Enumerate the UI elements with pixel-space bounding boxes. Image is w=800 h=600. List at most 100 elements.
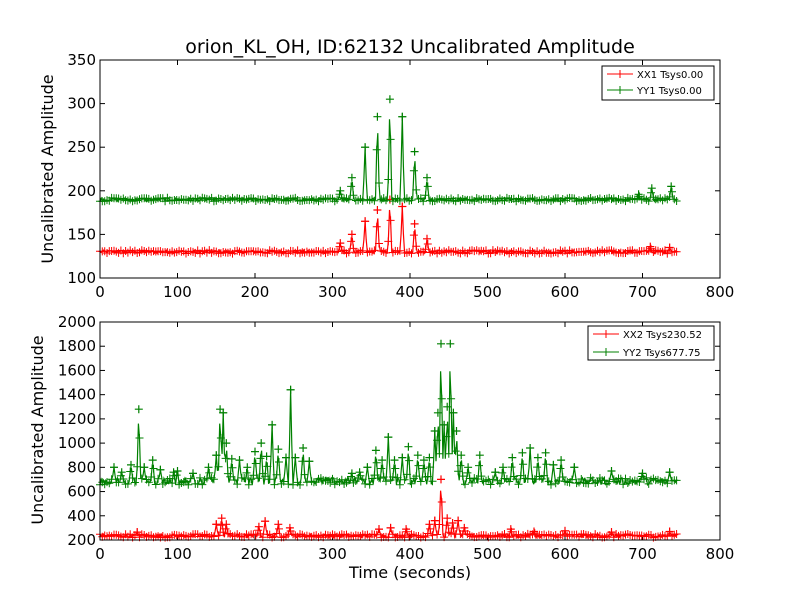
series-markers-yy2 [96,339,681,489]
data-point-yy2 [412,472,421,481]
legend-label-yy1: YY1 Tsys0.00 [636,86,702,97]
peak-point-yy2 [173,467,182,475]
peak-point-yy2 [464,463,473,472]
data-point-yy2 [130,478,139,487]
legend-marker-yy2 [602,348,610,356]
peak-point-yy2 [134,405,143,414]
data-point-yy2 [488,475,497,484]
data-point-yy2 [256,454,265,463]
data-point-yy2 [263,462,272,471]
top-plot-area [96,95,681,258]
data-point-yy1 [333,195,342,204]
data-point-xx1 [370,246,379,255]
legend-marker-xx2 [602,330,610,338]
data-point-yy2 [663,479,672,488]
peak-point-xx2 [561,526,569,535]
data-point-yy2 [270,480,279,489]
data-point-yy2 [202,474,211,483]
bottom-plot-area [96,339,681,542]
peak-point-xx2 [530,527,538,536]
bottom-y-axis-label: Uncalibrated Amplitude [28,335,47,524]
data-point-yy2 [437,394,446,403]
data-point-xx1 [372,222,381,231]
data-point-yy2 [391,464,400,473]
data-point-yy1 [384,175,393,184]
data-point-yy2 [300,470,309,479]
data-point-yy2 [416,477,425,486]
peak-point-yy2 [384,433,393,442]
data-point-yy2 [621,474,630,483]
peak-point-xx2 [460,523,469,532]
peak-point-yy2 [549,460,558,469]
data-point-yy2 [337,475,346,484]
data-point-yy2 [454,467,463,476]
data-point-xx2 [433,530,442,539]
top-axis-ticks: 0 100 200 300 400 500 600 700 800100150200250300… [67,51,734,301]
data-point-yy1 [375,179,383,187]
peak-point-xx2 [607,528,616,537]
data-point-xx2 [423,529,432,538]
data-point-xx1 [423,240,432,248]
legend-marker-yy1 [616,86,624,94]
peak-point-xx2 [254,522,263,531]
bottom-x-tick-label: 100 [163,545,192,563]
data-point-yy2 [126,467,135,476]
peak-point-yy1 [423,173,431,182]
peak-point-yy2 [398,453,407,462]
legend-label-yy2: YY2 Tsys677.75 [622,348,701,359]
data-point-yy2 [265,475,274,484]
data-point-yy2 [402,470,411,479]
peak-point-xx2 [443,514,452,523]
data-point-yy2 [442,432,451,441]
peak-point-yy2 [404,442,413,451]
data-point-yy2 [242,468,251,477]
data-point-yy2 [154,474,163,483]
peak-point-yy2 [541,448,550,457]
data-point-yy2 [514,480,523,489]
data-point-xx1 [412,242,421,251]
peak-point-yy1 [634,190,643,199]
peak-point-yy1 [373,112,382,121]
peak-point-yy2 [222,439,231,448]
peak-point-xx2 [430,516,439,525]
data-point-yy2 [486,480,495,489]
peak-point-yy2 [443,402,452,411]
peak-point-yy2 [419,456,428,465]
data-point-yy2 [216,434,225,442]
data-point-yy2 [244,480,253,489]
data-point-yy2 [419,464,428,473]
peak-point-xx2 [437,475,445,484]
peak-point-yy2 [437,339,445,348]
data-point-yy2 [147,473,156,481]
data-point-yy2 [379,473,388,481]
peak-point-yy2 [148,456,157,465]
bottom-x-tick-label: 200 [241,545,270,563]
data-point-yy2 [530,475,539,484]
bottom-y-tick-label: 1200 [58,410,96,428]
peak-point-xx2 [222,520,231,529]
peak-point-xx2 [454,516,463,525]
data-point-xx2 [251,531,260,540]
top-legend-box [601,65,715,101]
data-point-yy2 [584,479,593,488]
data-point-yy2 [498,468,507,477]
top-x-tick-label: 0 [95,283,105,301]
data-point-yy2 [233,480,242,489]
peak-point-xx2 [274,520,283,529]
peak-point-xx2 [506,525,515,534]
data-point-yy2 [382,477,390,486]
data-point-yy2 [444,449,453,458]
data-point-yy1 [395,196,404,205]
top-y-tick-label: 100 [67,269,96,287]
data-point-yy2 [209,475,218,484]
data-point-xx1 [358,246,367,255]
bottom-x-tick-label: 600 [551,545,580,563]
peak-point-yy2 [282,453,290,462]
bottom-axes-frame [99,321,721,541]
data-point-yy2 [261,472,270,481]
data-point-yy2 [456,461,465,470]
data-point-xx1 [672,247,681,256]
data-point-yy2 [144,478,153,487]
data-point-yy2 [405,456,414,465]
